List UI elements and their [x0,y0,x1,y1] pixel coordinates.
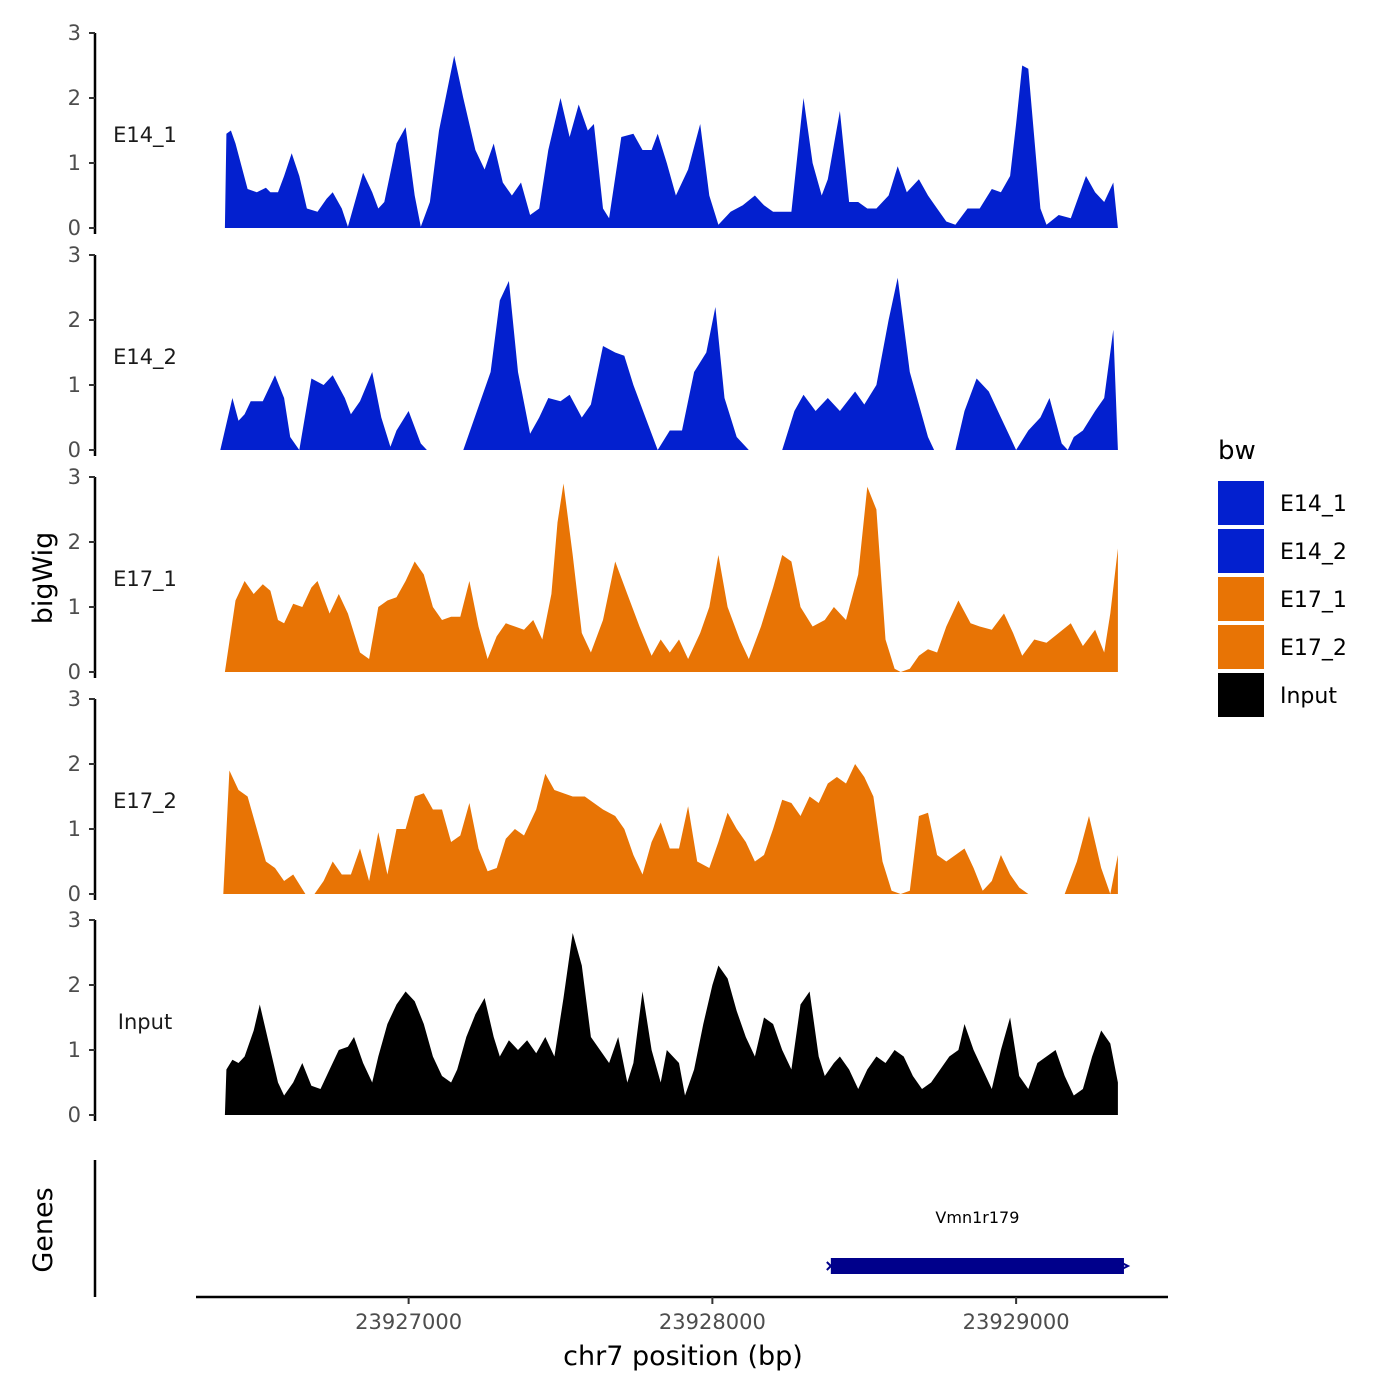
track-label: E14_1 [113,123,177,148]
x-axis-title: chr7 position (bp) [563,1341,803,1372]
gene-body [830,1258,1124,1274]
y-tick-label: 1 [68,373,81,397]
track-E17_2: 0 1 2 3 E17_2 [68,687,1118,906]
track-E14_2: 0 1 2 3 E14_2 [68,243,1118,462]
legend: bw E14_1 E14_2 E17_1 E17_2 Input [1218,436,1347,717]
area-Input [224,933,1118,1115]
legend-swatch [1218,673,1264,717]
y-tick-label: 2 [68,752,81,776]
y-tick-label: 2 [68,308,81,332]
x-tick-label: 23928000 [659,1310,766,1334]
x-tick-label: 23929000 [963,1310,1070,1334]
track-label: Input [118,1010,172,1034]
legend-label: E14_1 [1280,492,1347,517]
y-tick-label: 3 [68,21,81,45]
legend-label: E14_2 [1280,540,1347,565]
legend-swatch [1218,529,1264,573]
y-tick-label: 0 [68,1103,81,1127]
y-tick-label: 3 [68,687,81,711]
y-tick-label: 2 [68,86,81,110]
area-E14_1 [224,55,1118,228]
legend-swatch [1218,625,1264,669]
legend-entry-Input: Input [1218,673,1337,717]
track-E17_1: 0 1 2 3 E17_1 [68,465,1118,684]
y-tick-label: 3 [68,465,81,489]
y-tick-label: 0 [68,660,81,684]
y-tick-label: 1 [68,1038,81,1062]
gene-label: Vmn1r179 [935,1208,1019,1227]
y-tick-label: 2 [68,530,81,554]
genes-track-title: Genes [28,1187,59,1272]
legend-label: E17_1 [1280,588,1347,613]
bigwig-tracks: 0 1 2 3 E14_1 0 1 2 3 E14_2 0 1 2 3 E17_1 0 1 2 3 E17_2 0 1 2 3… [68,21,1118,1127]
track-Input: 0 1 2 3 Input [68,908,1118,1127]
area-E17_2 [223,764,1118,894]
x-axis: 23927000 23928000 23929000 [196,1295,1168,1334]
y-tick-label: 1 [68,817,81,841]
gene-strand-mark [826,1261,836,1271]
track-label: E14_2 [113,345,177,370]
y-tick-label: 1 [68,151,81,175]
legend-label: E17_2 [1280,636,1347,661]
x-tick-label: 23927000 [355,1310,462,1334]
y-tick-label: 0 [68,882,81,906]
legend-entry-E17_1: E17_1 [1218,577,1347,621]
gene-Vmn1r179: Vmn1r179 [826,1208,1131,1274]
legend-swatch [1218,481,1264,525]
legend-title: bw [1218,436,1256,466]
track-E14_1: 0 1 2 3 E14_1 [68,21,1118,240]
y-tick-label: 0 [68,438,81,462]
genes-track: Vmn1r179 [93,1160,1131,1297]
legend-label: Input [1280,684,1337,709]
legend-swatch [1218,577,1264,621]
y-tick-label: 3 [68,908,81,932]
area-E17_1 [224,483,1118,672]
gene-strand-mark [1119,1261,1131,1271]
track-label: E17_2 [113,789,177,814]
legend-entry-E17_2: E17_2 [1218,625,1347,669]
y-tick-label: 1 [68,595,81,619]
area-E14_2 [220,277,1118,450]
y-tick-label: 0 [68,216,81,240]
y-tick-label: 3 [68,243,81,267]
legend-entry-E14_2: E14_2 [1218,529,1347,573]
y-axis-title: bigWig [28,532,59,625]
legend-entry-E14_1: E14_1 [1218,481,1347,525]
y-tick-label: 2 [68,973,81,997]
track-label: E17_1 [113,567,177,592]
